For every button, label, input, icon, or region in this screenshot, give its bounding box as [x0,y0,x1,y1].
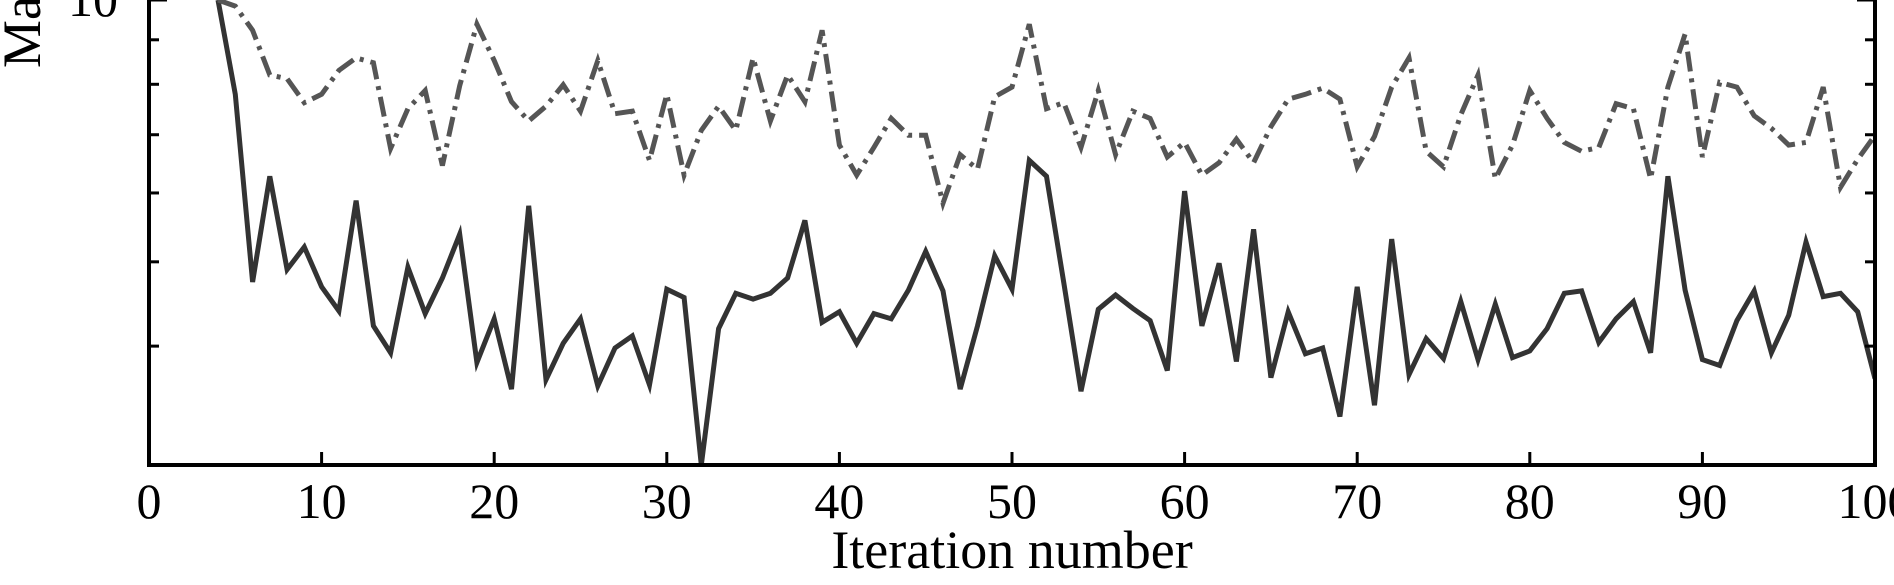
x-tick-label: 40 [814,473,864,529]
x-tick-label: 50 [987,473,1037,529]
plot-area [215,0,1875,465]
axes-frame [147,0,1877,467]
data-line [217,0,1875,212]
x-tick-label: 60 [1160,473,1210,529]
x-tick-label: 20 [469,473,519,529]
y-axis-label: Ma [0,0,52,68]
x-axis-label: Iteration number [831,520,1192,580]
x-tick-label: 10 [297,473,347,529]
x-tick-label: 80 [1505,473,1555,529]
data-line [215,0,1875,465]
x-tick-label: 30 [642,473,692,529]
x-tick-label: 0 [137,473,162,529]
x-tick-label: 100 [1838,473,1894,529]
x-tick-label: 70 [1332,473,1382,529]
x-tick-label: 90 [1677,473,1727,529]
y-tick-label: 10 [68,0,118,27]
